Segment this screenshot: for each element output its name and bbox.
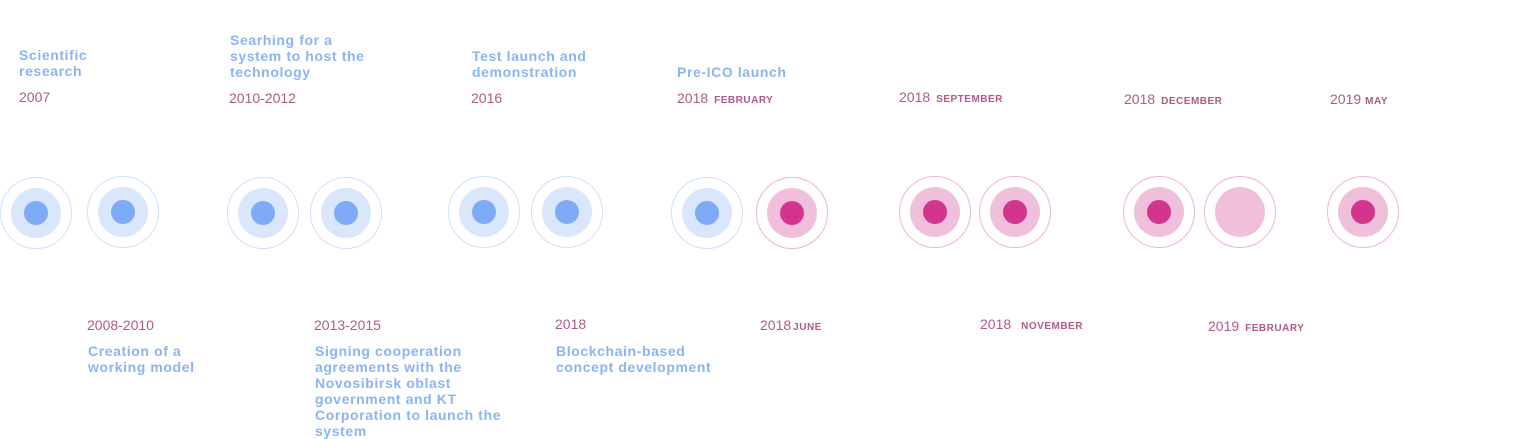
milestone-label: Pre-ICO launch <box>677 64 787 80</box>
milestone-year: 2018 DECEMBER <box>1124 91 1223 107</box>
milestone-year: 2019 MAY <box>1330 91 1388 107</box>
milestone-node <box>1327 176 1399 248</box>
milestone-year: 2007 <box>19 89 51 105</box>
milestone-node <box>671 177 743 249</box>
milestone-year: 2018 <box>555 316 587 332</box>
milestone-year: 2018 JUNE <box>760 317 822 333</box>
milestone-node <box>531 176 603 248</box>
milestone-node <box>0 177 72 249</box>
milestone-year: 2018 SEPTEMBER <box>899 89 1003 105</box>
milestone-node <box>1204 176 1276 248</box>
milestone-node <box>310 177 382 249</box>
milestone-node <box>227 177 299 249</box>
milestone-label: Test launch and demonstration <box>472 48 587 80</box>
milestone-label: Blockchain-based concept development <box>556 343 712 375</box>
milestone-label: Creation of a working model <box>88 343 195 375</box>
milestone-label: Scientific research <box>19 47 88 79</box>
milestone-node <box>756 177 828 249</box>
milestone-label: Signing cooperation agreements with the … <box>315 343 502 439</box>
milestone-year: 2010-2012 <box>229 90 296 106</box>
milestone-node <box>87 176 159 248</box>
milestone-year: 2019 FEBRUARY <box>1208 318 1305 334</box>
milestone-node <box>448 176 520 248</box>
milestone-year: 2016 <box>471 90 503 106</box>
milestone-year: 2013-2015 <box>314 317 381 333</box>
milestone-label: Searhing for a system to host the techno… <box>230 32 365 80</box>
milestone-year: 2018 FEBRUARY <box>677 90 774 106</box>
milestone-node <box>979 176 1051 248</box>
milestone-node <box>899 176 971 248</box>
milestone-node <box>1123 176 1195 248</box>
milestone-year: 2018 NOVEMBER <box>980 316 1083 332</box>
milestone-year: 2008-2010 <box>87 317 154 333</box>
